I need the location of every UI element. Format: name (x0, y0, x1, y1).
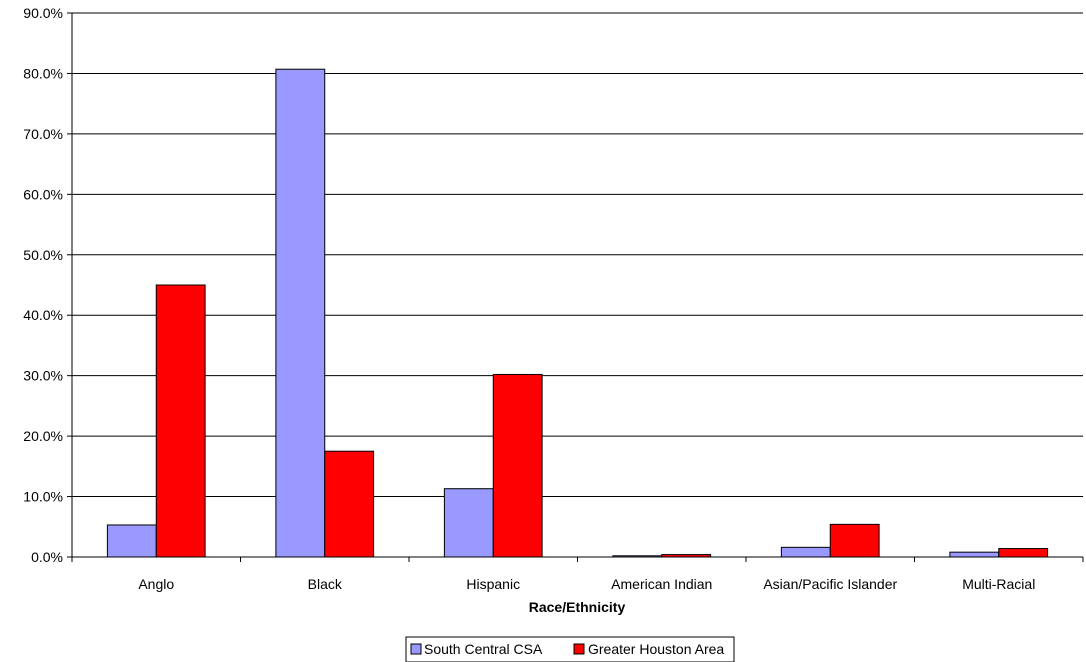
legend-box (405, 636, 735, 662)
legend-label-south-central-csa: South Central CSA (424, 641, 543, 657)
bar-greater-houston-area-multi-racial (998, 548, 1049, 558)
y-tick-label: 10.0% (23, 489, 63, 505)
y-tick-label: 80.0% (23, 65, 63, 81)
x-tick-label-anglo: Anglo (138, 576, 174, 592)
axes (67, 12, 1084, 562)
y-tick-label: 60.0% (23, 186, 63, 202)
y-tick-label: 30.0% (23, 368, 63, 384)
y-tick-label: 50.0% (23, 247, 63, 263)
bar-south-central-csa-hispanic (443, 488, 494, 558)
x-tick-label-black: Black (308, 576, 343, 592)
bar-greater-houston-area-black (324, 450, 375, 558)
y-tick-labels: 0.0% 10.0% 20.0% 30.0% 40.0% 50.0% 60.0% 70.0% 8… (23, 5, 63, 565)
legend-swatch-greater-houston-area (573, 643, 585, 655)
y-tick-label: 20.0% (23, 428, 63, 444)
bar-greater-houston-area-asian-pacific-islander (829, 523, 880, 558)
legend: South Central CSA Greater Houston Area (405, 636, 735, 662)
y-tick-label: 0.0% (31, 549, 63, 565)
bar-greater-houston-area-hispanic (492, 373, 543, 558)
bar-south-central-csa-asian-pacific-islander (780, 546, 831, 558)
x-tick-label-hispanic: Hispanic (466, 576, 520, 592)
x-tick-labels: Anglo Black Hispanic American Indian Asian/P… (138, 576, 1035, 592)
bars (106, 68, 1049, 558)
bar-south-central-csa-anglo (106, 524, 157, 558)
legend-label-greater-houston-area: Greater Houston Area (588, 641, 724, 657)
y-tick-label: 70.0% (23, 126, 63, 142)
y-tick-label: 40.0% (23, 307, 63, 323)
x-axis-title: Race/Ethnicity (529, 599, 626, 615)
legend-swatch-south-central-csa (410, 643, 422, 655)
y-tick-label: 90.0% (23, 5, 63, 21)
gridlines (72, 12, 1083, 498)
bar-greater-houston-area-anglo (155, 284, 206, 558)
x-tick-label-asian-pacific-islander: Asian/Pacific Islander (763, 576, 897, 592)
bar-south-central-csa-multi-racial (949, 551, 1000, 558)
bar-south-central-csa-black (275, 68, 326, 558)
x-tick-label-american-indian: American Indian (611, 576, 712, 592)
x-tick-label-multi-racial: Multi-Racial (962, 576, 1035, 592)
